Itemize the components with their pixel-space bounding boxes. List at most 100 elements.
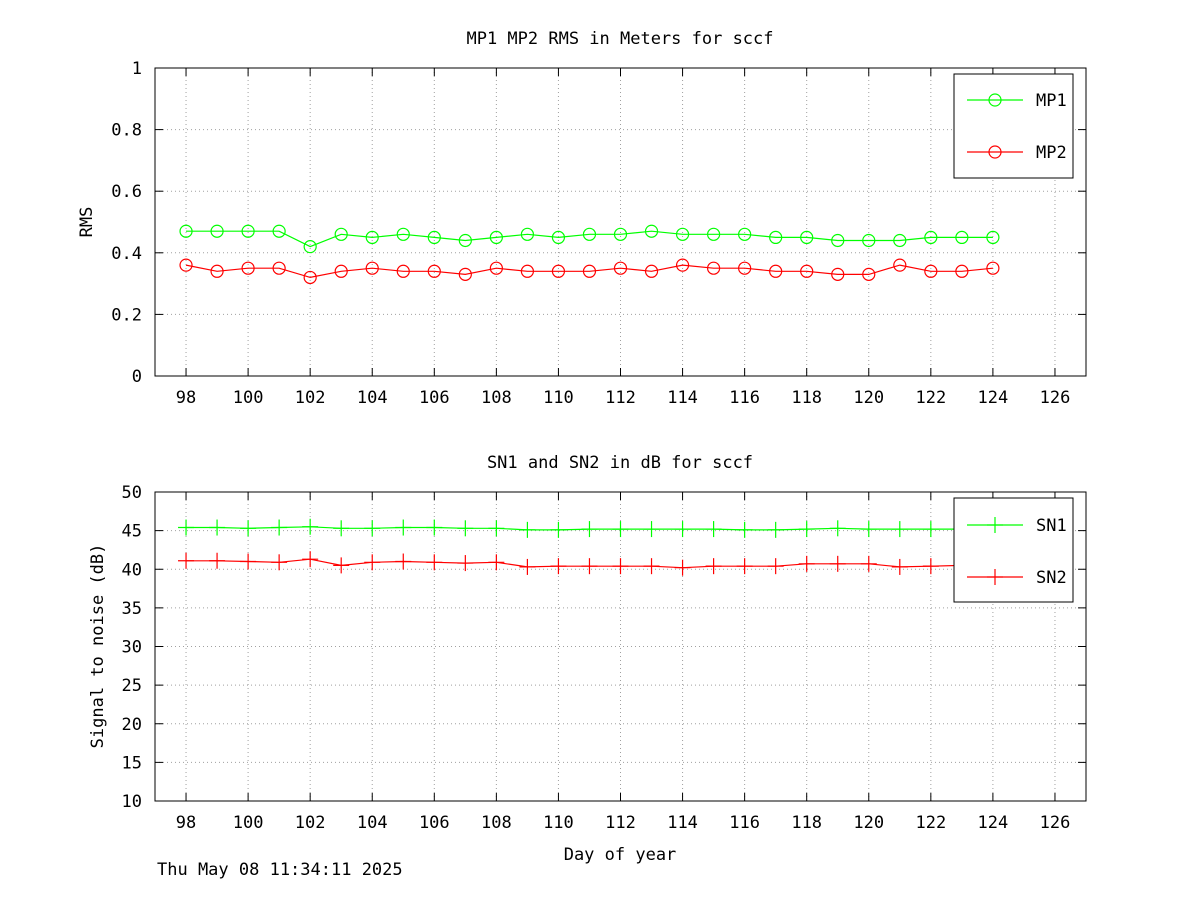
- rms-mp1-point: [427, 230, 441, 244]
- rms-mp1-point: [706, 227, 721, 241]
- snr-sn2-point: [457, 555, 474, 572]
- snr-sn2-point: [891, 558, 908, 575]
- snr-sn1-point: [457, 520, 474, 537]
- rms-mp1-point: [303, 240, 317, 254]
- snr-sn2-point: [736, 558, 753, 575]
- snr-sn2-point: [395, 553, 412, 570]
- rms-mp1-point: [365, 230, 379, 244]
- snr-sn2-point: [550, 558, 567, 575]
- rms-x-tick-label: 98: [176, 388, 196, 408]
- rms-x-tick-label: 114: [667, 388, 698, 408]
- rms-mp2-point: [582, 264, 597, 278]
- rms-mp1-point: [210, 224, 224, 238]
- snr-sn2-point: [798, 555, 815, 572]
- rms-mp1-point: [831, 233, 845, 248]
- snr-sn1-point: [922, 521, 939, 538]
- rms-x-tick-label: 118: [791, 388, 822, 408]
- rms-mp1-point: [272, 224, 286, 238]
- snr-sn2-point: [426, 554, 443, 571]
- rms-mp2-point: [489, 261, 503, 275]
- generated-timestamp: Thu May 08 11:34:11 2025: [157, 860, 403, 880]
- snr-sn1-point: [829, 520, 846, 537]
- rms-mp1-point: [334, 227, 348, 241]
- snr-sn2-point: [643, 558, 660, 575]
- rms-mp1-point: [893, 233, 907, 248]
- snr-sn1-point: [891, 521, 908, 538]
- snr-y-tick-label: 50: [122, 483, 142, 503]
- rms-x-tick-label: 100: [233, 388, 264, 408]
- snr-y-tick-label: 45: [122, 522, 142, 542]
- rms-mp1-point: [582, 227, 597, 241]
- snr-sn2-point: [488, 554, 505, 571]
- rms-y-tick-label: 0.2: [111, 305, 142, 325]
- snr-sn1-point: [364, 520, 381, 537]
- rms-y-tick-label: 0.8: [111, 121, 142, 141]
- snr-y-tick-label: 25: [122, 676, 142, 696]
- rms-mp1-point: [241, 224, 255, 238]
- rms-mp1-line: [186, 230, 993, 248]
- snr-x-tick-label: 126: [1040, 813, 1071, 833]
- snr-sn1-point: [674, 521, 691, 538]
- snr-sn1-point: [209, 519, 226, 536]
- snr-x-tick-label: 102: [295, 813, 326, 833]
- snr-sn1-point: [240, 520, 257, 537]
- snr-sn2-point: [674, 559, 691, 576]
- rms-y-tick-label: 0.6: [111, 182, 142, 202]
- snr-chart-xlabel: Day of year: [564, 845, 677, 865]
- rms-mp2-point: [738, 261, 752, 275]
- snr-x-tick-label: 120: [853, 813, 884, 833]
- rms-mp2-point: [396, 264, 410, 278]
- snr-x-tick-label: 110: [543, 813, 574, 833]
- rms-mp2-point: [179, 258, 193, 272]
- snr-chart-plot-frame: [154, 491, 1087, 802]
- rms-x-tick-label: 104: [357, 388, 388, 408]
- rms-mp1-point: [800, 230, 814, 244]
- rms-legend-mp2-point: [988, 145, 1002, 159]
- snr-x-tick-label: 112: [605, 813, 636, 833]
- snr-y-tick-label: 30: [122, 638, 142, 658]
- rms-chart: MP1 MP2 RMS in Meters for sccf RMS 98 100…: [77, 29, 1087, 408]
- rms-mp1-point: [675, 227, 690, 241]
- rms-legend-box: [953, 73, 1074, 179]
- snr-x-tick-label: 116: [729, 813, 760, 833]
- rms-x-tick-label: 108: [481, 388, 512, 408]
- rms-mp2-point: [644, 264, 659, 278]
- snr-x-tick-label: 108: [481, 813, 512, 833]
- rms-mp2-point: [800, 264, 814, 278]
- snr-x-tick-label: 124: [978, 813, 1009, 833]
- rms-mp2-point: [613, 261, 628, 275]
- snr-y-tick-label: 35: [122, 599, 142, 619]
- snr-x-tick-label: 104: [357, 813, 388, 833]
- snr-sn2-point: [829, 555, 846, 572]
- snr-sn1-point: [612, 521, 629, 538]
- snr-chart-series: [178, 518, 1001, 576]
- rms-mp2-point: [303, 270, 317, 285]
- rms-mp1-point: [924, 230, 938, 244]
- rms-legend-mp2-label: MP2: [1036, 143, 1067, 163]
- rms-mp2-point: [365, 261, 379, 275]
- snr-sn1-point: [860, 521, 877, 538]
- rms-chart-grid: [155, 67, 1086, 377]
- snr-sn1-point: [767, 521, 784, 538]
- snr-chart-ylabel: Signal to noise (dB): [88, 544, 108, 749]
- rms-mp1-point: [551, 230, 566, 244]
- rms-mp1-point: [520, 227, 535, 241]
- rms-mp1-point: [738, 227, 752, 241]
- snr-sn1-point: [798, 521, 815, 538]
- snr-legend-sn1-point: [987, 517, 1003, 533]
- rms-chart-ylabel: RMS: [77, 207, 97, 238]
- snr-y-tick-label: 15: [122, 753, 142, 773]
- snr-x-tick-label: 106: [419, 813, 450, 833]
- rms-mp1-point: [613, 227, 628, 241]
- rms-x-tick-label: 126: [1040, 388, 1071, 408]
- snr-sn2-point: [178, 552, 195, 569]
- rms-mp1-point: [986, 230, 1000, 244]
- rms-mp2-point: [769, 264, 783, 278]
- rms-mp2-point: [520, 264, 535, 278]
- snr-y-tick-label: 20: [122, 715, 142, 735]
- rms-mp2-point: [272, 261, 286, 275]
- snr-sn2-point: [581, 558, 598, 575]
- snr-chart-legend: SN1 SN2: [953, 497, 1074, 603]
- snr-x-tick-label: 114: [667, 813, 698, 833]
